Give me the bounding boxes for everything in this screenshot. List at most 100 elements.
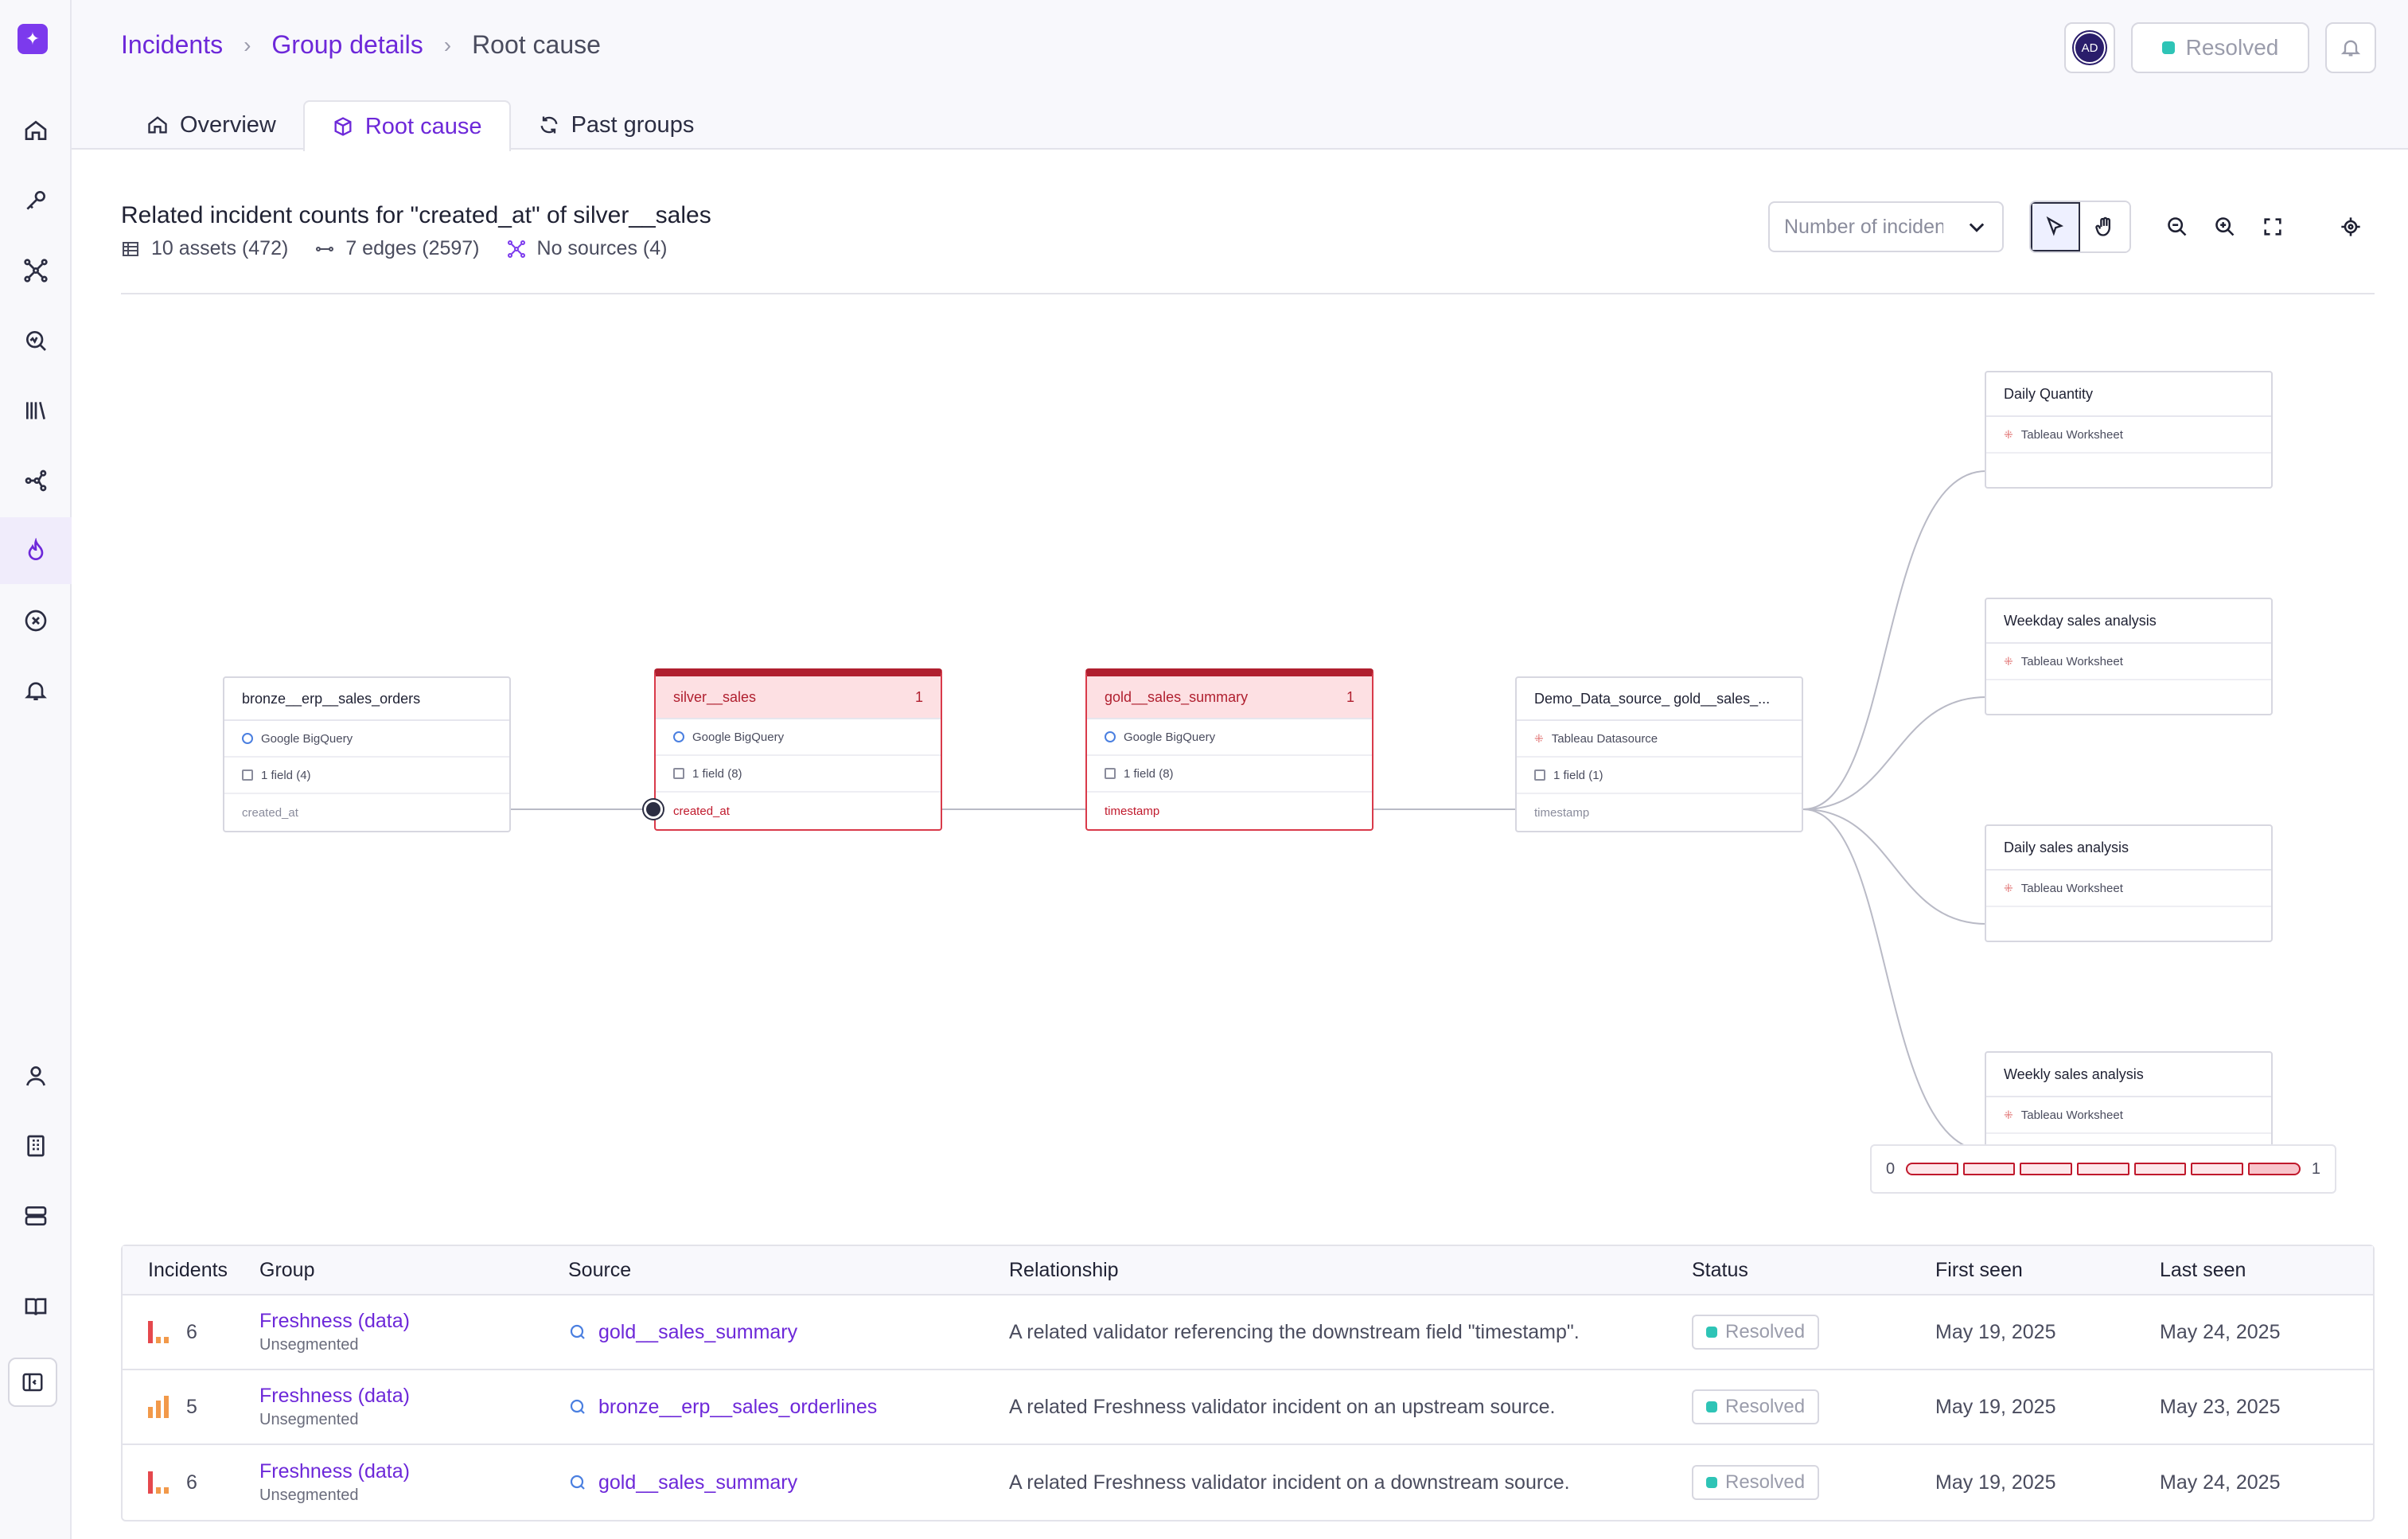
source-link[interactable]: gold__sales_summary [598,1471,798,1494]
key-icon[interactable] [0,167,72,234]
col-status[interactable]: Status [1692,1258,1748,1281]
field-row[interactable]: timestamp [1087,793,1372,829]
source-link[interactable]: bronze__erp__sales_orderlines [598,1395,878,1418]
bigquery-icon [570,1324,585,1339]
table-row[interactable]: 6 Freshness (data) Unsegmented gold__sale… [123,1445,2373,1520]
edge-demo-daily-quantity [1802,470,1987,810]
refresh-icon [540,116,558,134]
sources-stat: No sources (4) [507,237,668,260]
home-icon[interactable] [0,97,72,164]
relationship-text: A related validator referencing the down… [1009,1320,1580,1343]
related-incidents-table: Incidents Group Source Relationship Stat… [121,1245,2375,1521]
chevron-right-icon: › [443,32,452,57]
building-icon[interactable] [0,1112,72,1179]
table-row[interactable]: 6 Freshness (data) Unsegmented gold__sale… [123,1295,2373,1370]
interaction-mode-toggle [2029,201,2131,253]
app-logo-icon[interactable]: ✦ [18,24,48,54]
metric-select-value: Number of incidents [1784,215,1943,238]
zoom-out-button[interactable] [2153,202,2201,251]
tab-root-cause[interactable]: Root cause [302,100,511,151]
col-first-seen[interactable]: First seen [1935,1258,2023,1281]
select-mode-button[interactable] [2031,202,2080,251]
monitor-search-icon[interactable] [0,307,72,374]
field-row[interactable]: created_at [656,793,941,829]
fit-view-button[interactable] [2249,202,2297,251]
user-icon[interactable] [0,1042,72,1109]
tab-overview[interactable]: Overview [119,100,303,150]
lineage-icon[interactable] [0,447,72,514]
lineage-title: Related incident counts for "created_at"… [121,202,711,228]
edge-demo-daily-sales [1802,808,1987,925]
incident-count: 1 [914,688,923,705]
sidebar: ✦ [0,0,72,1539]
field-icon [1534,770,1545,781]
tab-bar: Overview Root cause Past groups [119,100,722,151]
asset-node-daily-quantity[interactable]: Daily Quantity ⁜ Tableau Worksheet [1985,371,2273,489]
zoom-in-button[interactable] [2201,202,2249,251]
sources-count: No sources (4) [536,237,668,259]
bell-icon[interactable] [0,657,72,724]
network-icon[interactable] [0,237,72,304]
status-label: Resolved [2185,35,2279,60]
tab-past-groups[interactable]: Past groups [511,100,722,150]
asset-node-gold[interactable]: gold__sales_summary 1 Google BigQuery 1 f… [1085,668,1373,831]
group-segment: Unsegmented [259,1486,359,1504]
col-source[interactable]: Source [568,1258,632,1281]
metric-select[interactable]: Number of incidents [1768,201,2004,252]
avatar-button[interactable]: AD [2064,22,2115,73]
group-link[interactable]: Freshness (data) [259,1310,410,1332]
node-name: Demo_Data_source_ gold__sales_... [1534,690,1771,707]
col-relationship[interactable]: Relationship [1009,1258,1119,1281]
tab-label: Overview [180,111,276,138]
edge-icon [316,246,334,251]
source-link[interactable]: gold__sales_summary [598,1320,798,1343]
table-icon [123,241,138,256]
field-name: created_at [673,804,730,818]
home-icon [148,116,167,134]
col-incidents[interactable]: Incidents [148,1258,228,1281]
docs-book-icon[interactable] [0,1273,72,1340]
node-fields: 1 field (8) [1124,766,1174,781]
server-icon[interactable] [0,1182,72,1249]
col-last-seen[interactable]: Last seen [2160,1258,2246,1281]
group-link[interactable]: Freshness (data) [259,1385,410,1407]
node-name: bronze__erp__sales_orders [242,690,421,707]
asset-node-silver[interactable]: silver__sales 1 Google BigQuery 1 field (… [654,668,942,831]
focus-field-handle-icon[interactable] [644,800,663,819]
first-seen: May 19, 2025 [1935,1395,2056,1418]
field-row[interactable]: created_at [224,794,509,831]
lineage-stats: 10 assets (472) 7 edges (2597) No source… [121,237,667,260]
severity-bars-icon [148,1321,169,1343]
first-seen: May 19, 2025 [1935,1320,2056,1343]
node-type: Tableau Worksheet [2020,427,2123,442]
node-fields: 1 field (1) [1553,768,1603,782]
incidents-flame-icon[interactable] [0,517,72,584]
tableau-icon: ⁜ [2004,1108,2013,1121]
field-icon [1105,768,1116,779]
library-icon[interactable] [0,377,72,444]
asset-node-daily-sales[interactable]: Daily sales analysis ⁜ Tableau Worksheet [1985,824,2273,942]
incident-count: 1 [1346,688,1354,705]
notifications-button[interactable] [2325,22,2376,73]
recenter-button[interactable] [2327,202,2375,251]
field-row[interactable]: timestamp [1517,794,1802,831]
status-button[interactable]: Resolved [2131,22,2309,73]
breadcrumb-group-details[interactable]: Group details [271,30,423,59]
asset-node-weekday-sales[interactable]: Weekday sales analysis ⁜ Tableau Workshee… [1985,598,2273,715]
edge-demo-weekday-sales [1802,696,1987,810]
col-group[interactable]: Group [259,1258,315,1281]
asset-node-bronze[interactable]: bronze__erp__sales_orders Google BigQuer… [223,676,511,832]
status-dot-icon [1706,1477,1717,1488]
locate-icon [2341,217,2360,236]
table-header: Incidents Group Source Relationship Stat… [123,1246,2373,1295]
severity-bars-icon [148,1471,169,1494]
collapse-sidebar-button[interactable] [8,1358,57,1407]
table-row[interactable]: 5 Freshness (data) Unsegmented bronze__er… [123,1370,2373,1445]
breadcrumb-incidents[interactable]: Incidents [121,30,224,59]
close-circle-icon[interactable] [0,587,72,654]
group-link[interactable]: Freshness (data) [259,1460,410,1483]
asset-node-demo-datasource[interactable]: Demo_Data_source_ gold__sales_... ⁜ Table… [1515,676,1803,832]
edges-stat: 7 edges (2597) [315,237,480,260]
pan-mode-button[interactable] [2080,202,2129,251]
node-fields: 1 field (8) [692,766,742,781]
